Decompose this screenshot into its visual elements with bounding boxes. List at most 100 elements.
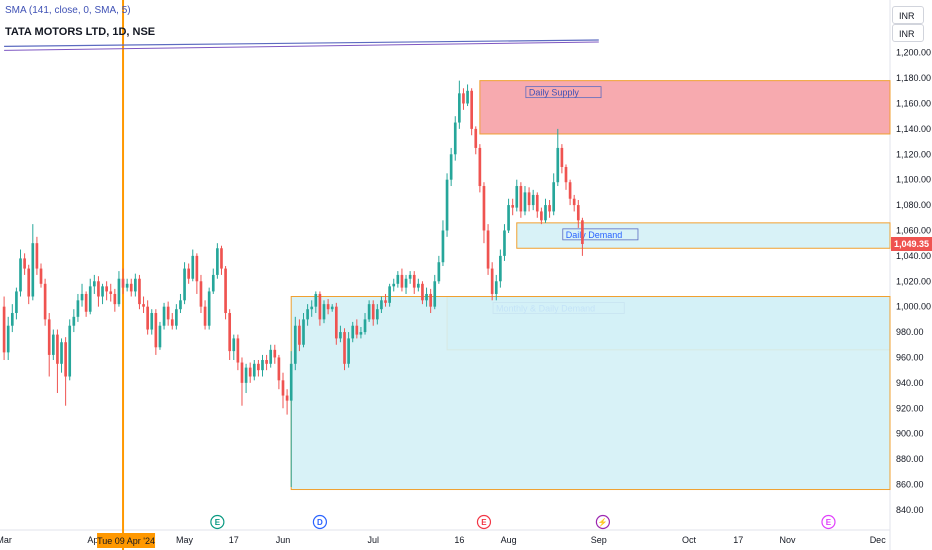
y-tick-label: 1,180.00 bbox=[896, 73, 931, 83]
candle-body bbox=[240, 362, 244, 383]
candle-body bbox=[478, 147, 482, 187]
candle-body bbox=[421, 283, 424, 301]
candle-body bbox=[289, 363, 293, 401]
candle-body bbox=[261, 360, 264, 371]
y-tick-label: 860.00 bbox=[896, 479, 924, 489]
x-tick-label: Nov bbox=[779, 535, 796, 545]
currency-button-1[interactable]: INR bbox=[892, 6, 924, 24]
candle-body bbox=[6, 325, 10, 353]
x-tick-label: Jul bbox=[367, 535, 379, 545]
candle-body bbox=[306, 309, 309, 320]
candle-body bbox=[43, 283, 47, 320]
candle-body bbox=[207, 291, 211, 326]
candle-body bbox=[535, 194, 539, 212]
candle-body bbox=[150, 313, 154, 330]
x-tick-label: Mar bbox=[0, 535, 12, 545]
candle-body bbox=[404, 278, 408, 288]
y-tick-label: 1,100.00 bbox=[896, 175, 931, 185]
candle-body bbox=[576, 205, 580, 221]
candle-body bbox=[581, 220, 584, 244]
candle-body bbox=[499, 255, 502, 282]
candle-body bbox=[392, 283, 396, 287]
candle-body bbox=[166, 306, 170, 320]
candle-body bbox=[191, 255, 195, 279]
candle-body bbox=[408, 274, 412, 279]
candle-body bbox=[371, 304, 375, 320]
candle-body bbox=[314, 293, 318, 307]
event-marker-label-0: E bbox=[215, 518, 221, 527]
event-marker-2 bbox=[476, 514, 492, 530]
candle-body bbox=[298, 325, 301, 345]
candle-body bbox=[203, 306, 207, 326]
candle-body bbox=[220, 248, 223, 269]
event-marker-label-1: D bbox=[317, 518, 323, 527]
candle-body bbox=[170, 319, 174, 326]
x-tick-label: Apr bbox=[87, 535, 101, 545]
candle-body bbox=[265, 360, 268, 364]
candle-body bbox=[162, 306, 166, 326]
event-marker-label-2: E bbox=[481, 518, 487, 527]
candle-body bbox=[433, 281, 437, 307]
x-tick-label: Dec bbox=[870, 535, 887, 545]
candle-body bbox=[515, 186, 519, 208]
y-tick-label: 1,040.00 bbox=[896, 251, 931, 261]
candle-body bbox=[113, 293, 117, 305]
candle-body bbox=[384, 300, 387, 303]
y-tick-label: 900.00 bbox=[896, 429, 924, 439]
y-tick-label: 980.00 bbox=[896, 327, 924, 337]
candle-body bbox=[224, 268, 227, 314]
event-marker-label-3: ⚡ bbox=[598, 517, 608, 527]
zone-label-box-1 bbox=[562, 228, 639, 241]
candle-body bbox=[60, 342, 63, 364]
candle-body bbox=[232, 338, 236, 352]
candle-body bbox=[101, 286, 104, 297]
candle-body bbox=[425, 293, 428, 301]
candle-body bbox=[138, 278, 141, 305]
candle-body bbox=[236, 338, 240, 363]
candle-body bbox=[437, 262, 441, 282]
candle-body bbox=[445, 179, 449, 231]
candle-body bbox=[179, 300, 182, 310]
candle-body bbox=[552, 182, 556, 212]
candle-body bbox=[129, 283, 133, 292]
candle-body bbox=[117, 278, 121, 305]
candle-body bbox=[375, 309, 379, 320]
candle-body bbox=[486, 230, 490, 269]
candle-body bbox=[466, 90, 469, 104]
candle-body bbox=[302, 319, 305, 345]
candle-body bbox=[511, 205, 515, 208]
sma-line-2 bbox=[4, 41, 599, 51]
candle-body bbox=[285, 395, 289, 401]
y-tick-label: 920.00 bbox=[896, 403, 924, 413]
candle-body bbox=[92, 281, 96, 287]
candle-body bbox=[76, 300, 80, 317]
candle-body bbox=[154, 313, 158, 348]
event-marker-0 bbox=[210, 514, 225, 530]
candle-body bbox=[388, 286, 391, 303]
candle-body bbox=[367, 304, 371, 320]
candle-body bbox=[572, 198, 576, 206]
candle-body bbox=[31, 243, 35, 297]
x-tick-label: Jun bbox=[276, 535, 291, 545]
candle-body bbox=[80, 293, 84, 301]
candle-body bbox=[97, 281, 100, 297]
candle-body bbox=[281, 380, 285, 396]
candle-body bbox=[494, 281, 498, 294]
candle-body bbox=[146, 306, 149, 330]
y-tick-label: 880.00 bbox=[896, 454, 924, 464]
sma-indicator-legend[interactable]: SMA (141, close, 0, SMA, 5) bbox=[5, 5, 131, 16]
candle-body bbox=[228, 313, 232, 352]
zone-label-1: Daily Demand bbox=[566, 230, 623, 240]
candle-body bbox=[322, 304, 326, 320]
candle-body bbox=[318, 293, 322, 320]
candle-body bbox=[121, 278, 125, 288]
currency-button-2[interactable]: INR bbox=[892, 24, 924, 42]
candle-body bbox=[109, 291, 113, 294]
crosshair-date-box bbox=[97, 533, 156, 548]
y-tick-label: 1,200.00 bbox=[896, 48, 931, 58]
zone-label-0: Daily Supply bbox=[529, 88, 580, 98]
candle-body bbox=[359, 332, 363, 335]
y-tick-label: 940.00 bbox=[896, 378, 924, 388]
